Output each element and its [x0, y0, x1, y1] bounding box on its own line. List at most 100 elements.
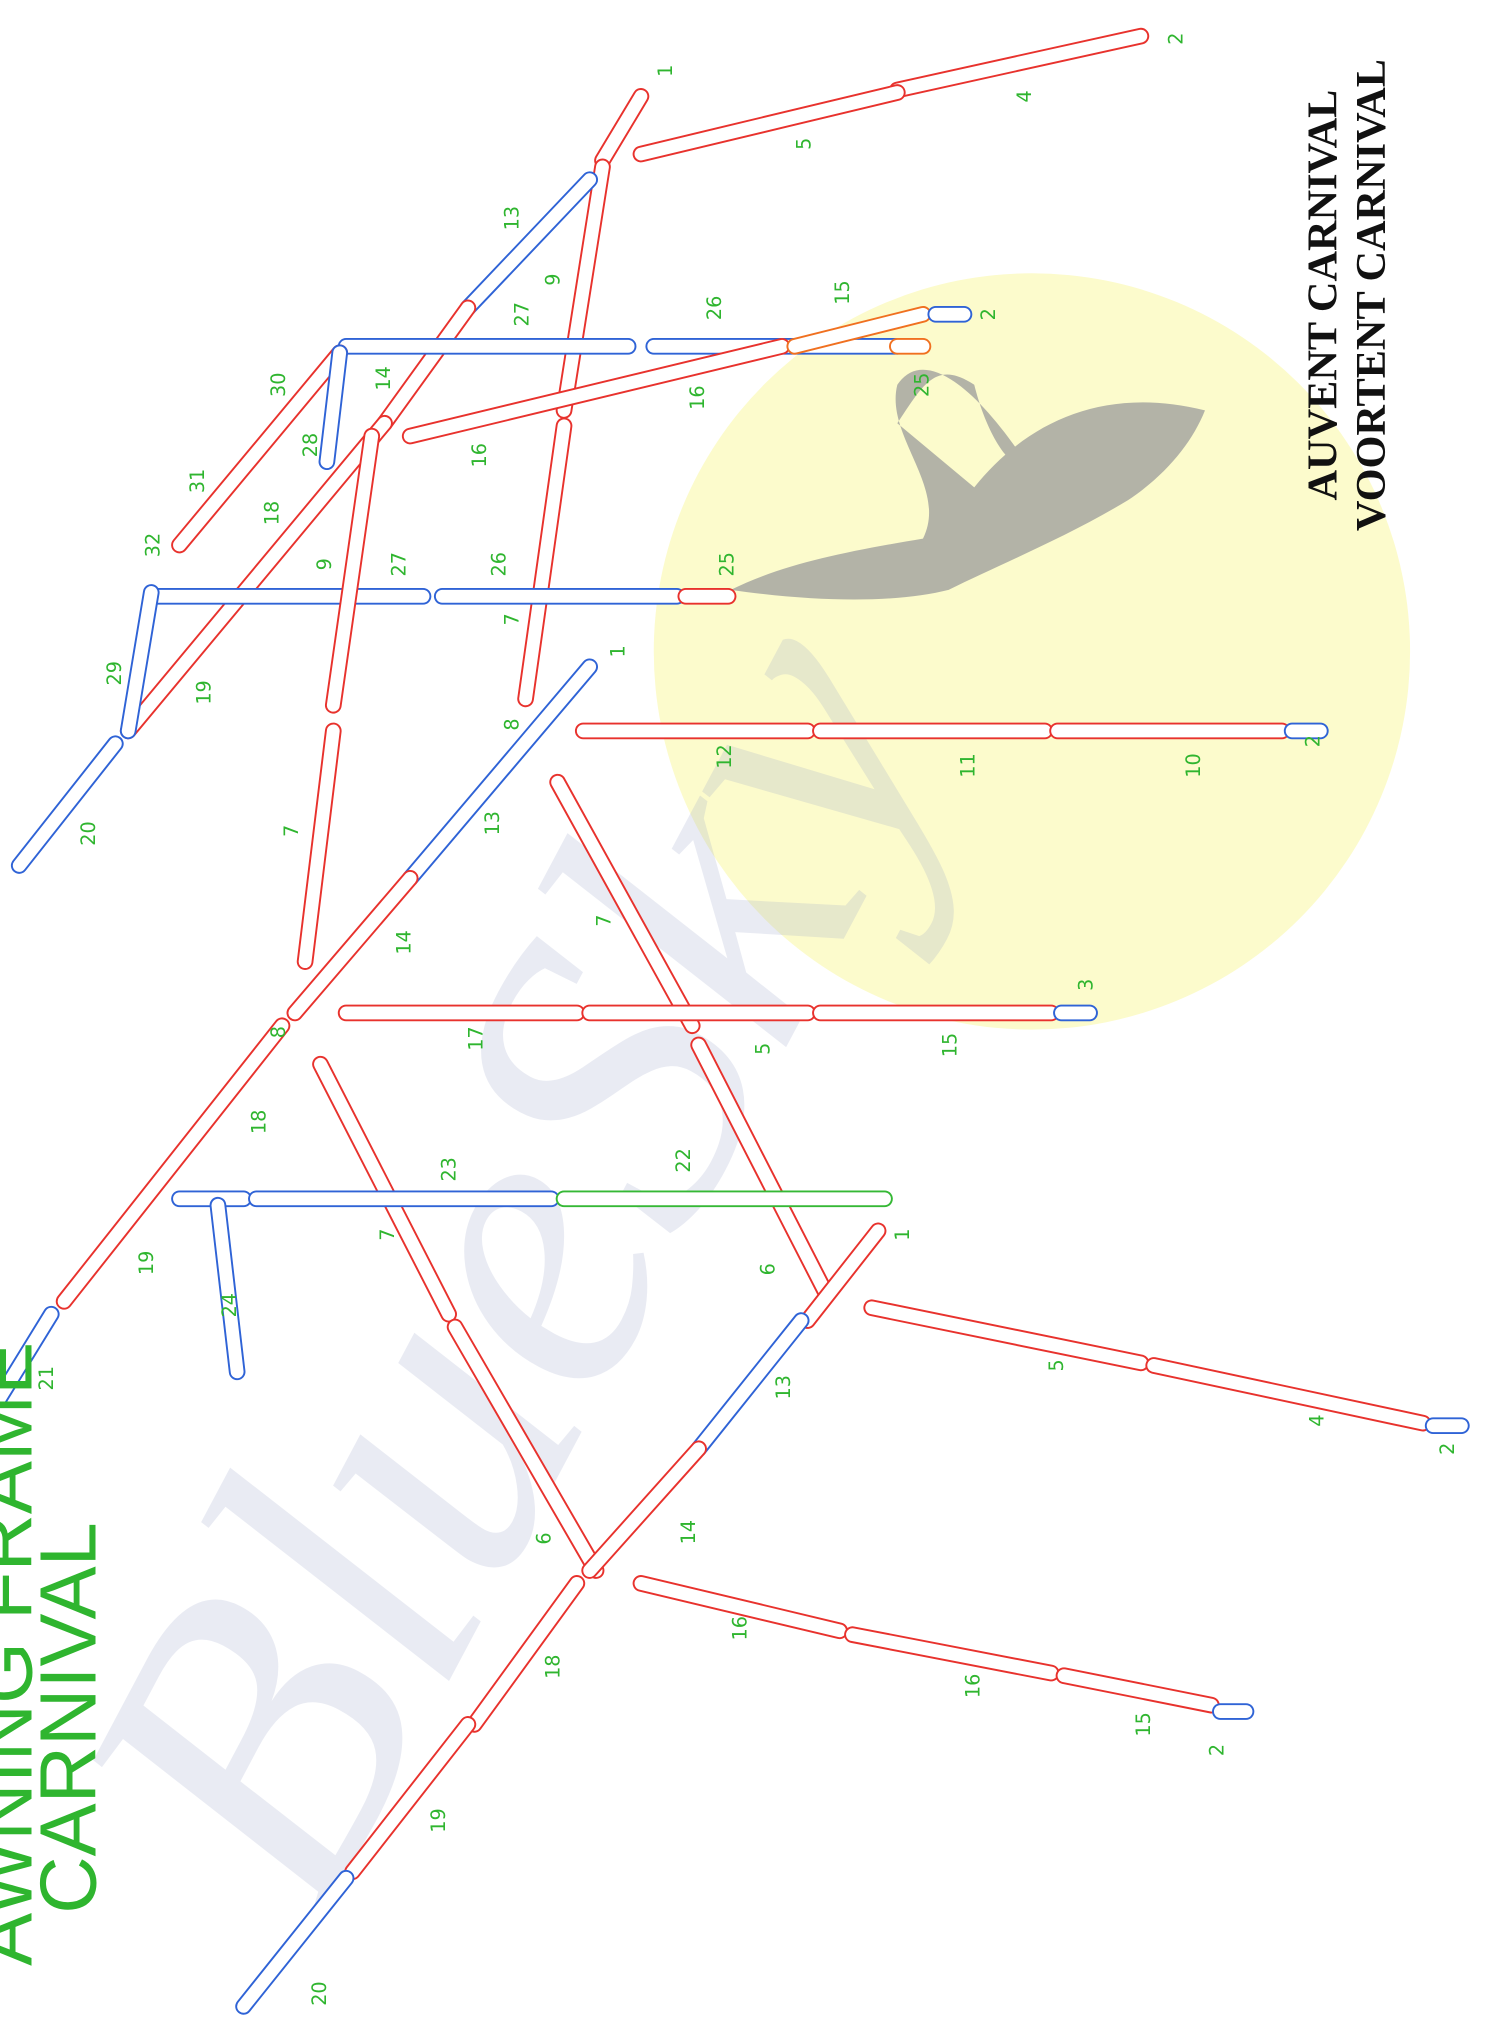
tube-body: [121, 586, 158, 738]
tube-body: [557, 160, 609, 417]
tube-body: [298, 724, 340, 969]
part-number: 1: [607, 645, 630, 657]
part-number: 12: [713, 744, 736, 768]
sun-logo: [653, 273, 1411, 1030]
part-number: 3: [1075, 979, 1098, 991]
tube-body: [326, 429, 379, 712]
tube-body: [788, 307, 930, 353]
part-number: 30: [267, 373, 290, 397]
part-number: 16: [962, 1674, 985, 1698]
tube-body: [320, 346, 347, 469]
part-number: 19: [135, 1251, 158, 1275]
part-number: 5: [1045, 1359, 1068, 1371]
tube-body: [596, 89, 648, 167]
part-number: 23: [437, 1157, 460, 1181]
tube-body: [121, 416, 391, 738]
tube-body: [448, 1320, 603, 1577]
tube-body: [237, 1871, 353, 2013]
part-number: 25: [910, 373, 933, 397]
tube-body: [634, 1576, 847, 1638]
part-number: 32: [141, 533, 164, 557]
part-number: 26: [703, 296, 726, 320]
part-number: 14: [372, 366, 395, 390]
part-number: 18: [261, 501, 284, 525]
part-number: 8: [500, 718, 523, 730]
part-number: 2: [1301, 735, 1324, 747]
part-number: 15: [939, 1033, 962, 1057]
part-number: 13: [772, 1375, 795, 1399]
part-number: 27: [511, 302, 534, 326]
part-number: 13: [481, 811, 504, 835]
tube-body: [1057, 1669, 1218, 1712]
part-number: 13: [500, 206, 523, 230]
part-number: 16: [686, 385, 709, 409]
title-line-2: CARNIVAL: [23, 1522, 112, 1914]
tube-body: [692, 1314, 808, 1456]
part-number: 8: [267, 1026, 290, 1038]
part-number: 19: [427, 1808, 450, 1832]
tube-body: [692, 1038, 834, 1302]
part-number: 31: [186, 469, 209, 493]
part-number: 15: [831, 280, 854, 304]
tube-body: [551, 775, 699, 1033]
part-number: 11: [957, 753, 980, 777]
part-number: 16: [468, 443, 491, 467]
part-number: 14: [677, 1520, 700, 1544]
part-number: 22: [672, 1148, 695, 1172]
part-number: 24: [218, 1293, 241, 1317]
tube-body: [403, 339, 789, 443]
title-line-1: AWNING FRAME: [0, 1342, 48, 1966]
part-number: 20: [77, 821, 100, 845]
tube-body: [846, 1628, 1058, 1680]
part-number: 2: [1205, 1744, 1228, 1756]
tube-body: [314, 1057, 456, 1321]
part-number: 2: [977, 308, 1000, 320]
tube-body: [467, 1576, 584, 1731]
heading-nl: VOORTENT CARNIVAL: [1348, 59, 1395, 531]
part-number: 4: [1305, 1414, 1328, 1426]
tube-body: [1147, 1359, 1430, 1430]
part-number: 7: [376, 1229, 399, 1241]
part-number: 14: [393, 930, 416, 954]
heading-fr: AUVENT CARNIVAL: [1299, 90, 1346, 501]
part-number: 27: [387, 552, 410, 576]
part-number: 25: [716, 552, 739, 576]
bird-logo: [730, 369, 1205, 600]
part-number: 6: [757, 1263, 780, 1275]
part-number: 1: [891, 1229, 914, 1241]
tube-body: [461, 173, 597, 315]
part-number: 21: [35, 1366, 58, 1390]
part-number: 7: [280, 825, 303, 837]
part-number: 26: [487, 552, 510, 576]
tube-body: [634, 86, 904, 161]
tube-body: [801, 1224, 885, 1327]
part-number: 6: [532, 1532, 555, 1544]
part-number: 29: [103, 661, 126, 685]
part-number: 5: [752, 1043, 775, 1055]
part-number: 9: [541, 274, 564, 286]
tube-body: [57, 1019, 289, 1308]
part-number: 15: [1132, 1712, 1155, 1736]
part-number: 7: [593, 915, 616, 927]
frame-tubes: [0, 27, 1470, 2015]
tube-body: [890, 29, 1148, 97]
part-number: 9: [313, 558, 336, 570]
tube-body: [583, 1442, 706, 1577]
tube-body: [865, 1301, 1148, 1370]
tube-body: [0, 1307, 58, 1404]
part-number: 19: [193, 680, 216, 704]
tube-body: [346, 1717, 475, 1879]
part-number: 10: [1182, 753, 1205, 777]
tube-body: [211, 1198, 244, 1379]
tube-body: [519, 419, 571, 706]
tube-body: [403, 660, 597, 885]
part-number: 5: [793, 138, 816, 150]
part-number: 2: [1436, 1443, 1459, 1455]
part-number: 1: [654, 65, 677, 77]
tube-body: [12, 737, 122, 872]
part-number: 4: [1013, 90, 1036, 102]
part-number: 7: [500, 613, 523, 625]
part-number: 28: [299, 433, 322, 457]
part-number: 20: [308, 1981, 331, 2005]
